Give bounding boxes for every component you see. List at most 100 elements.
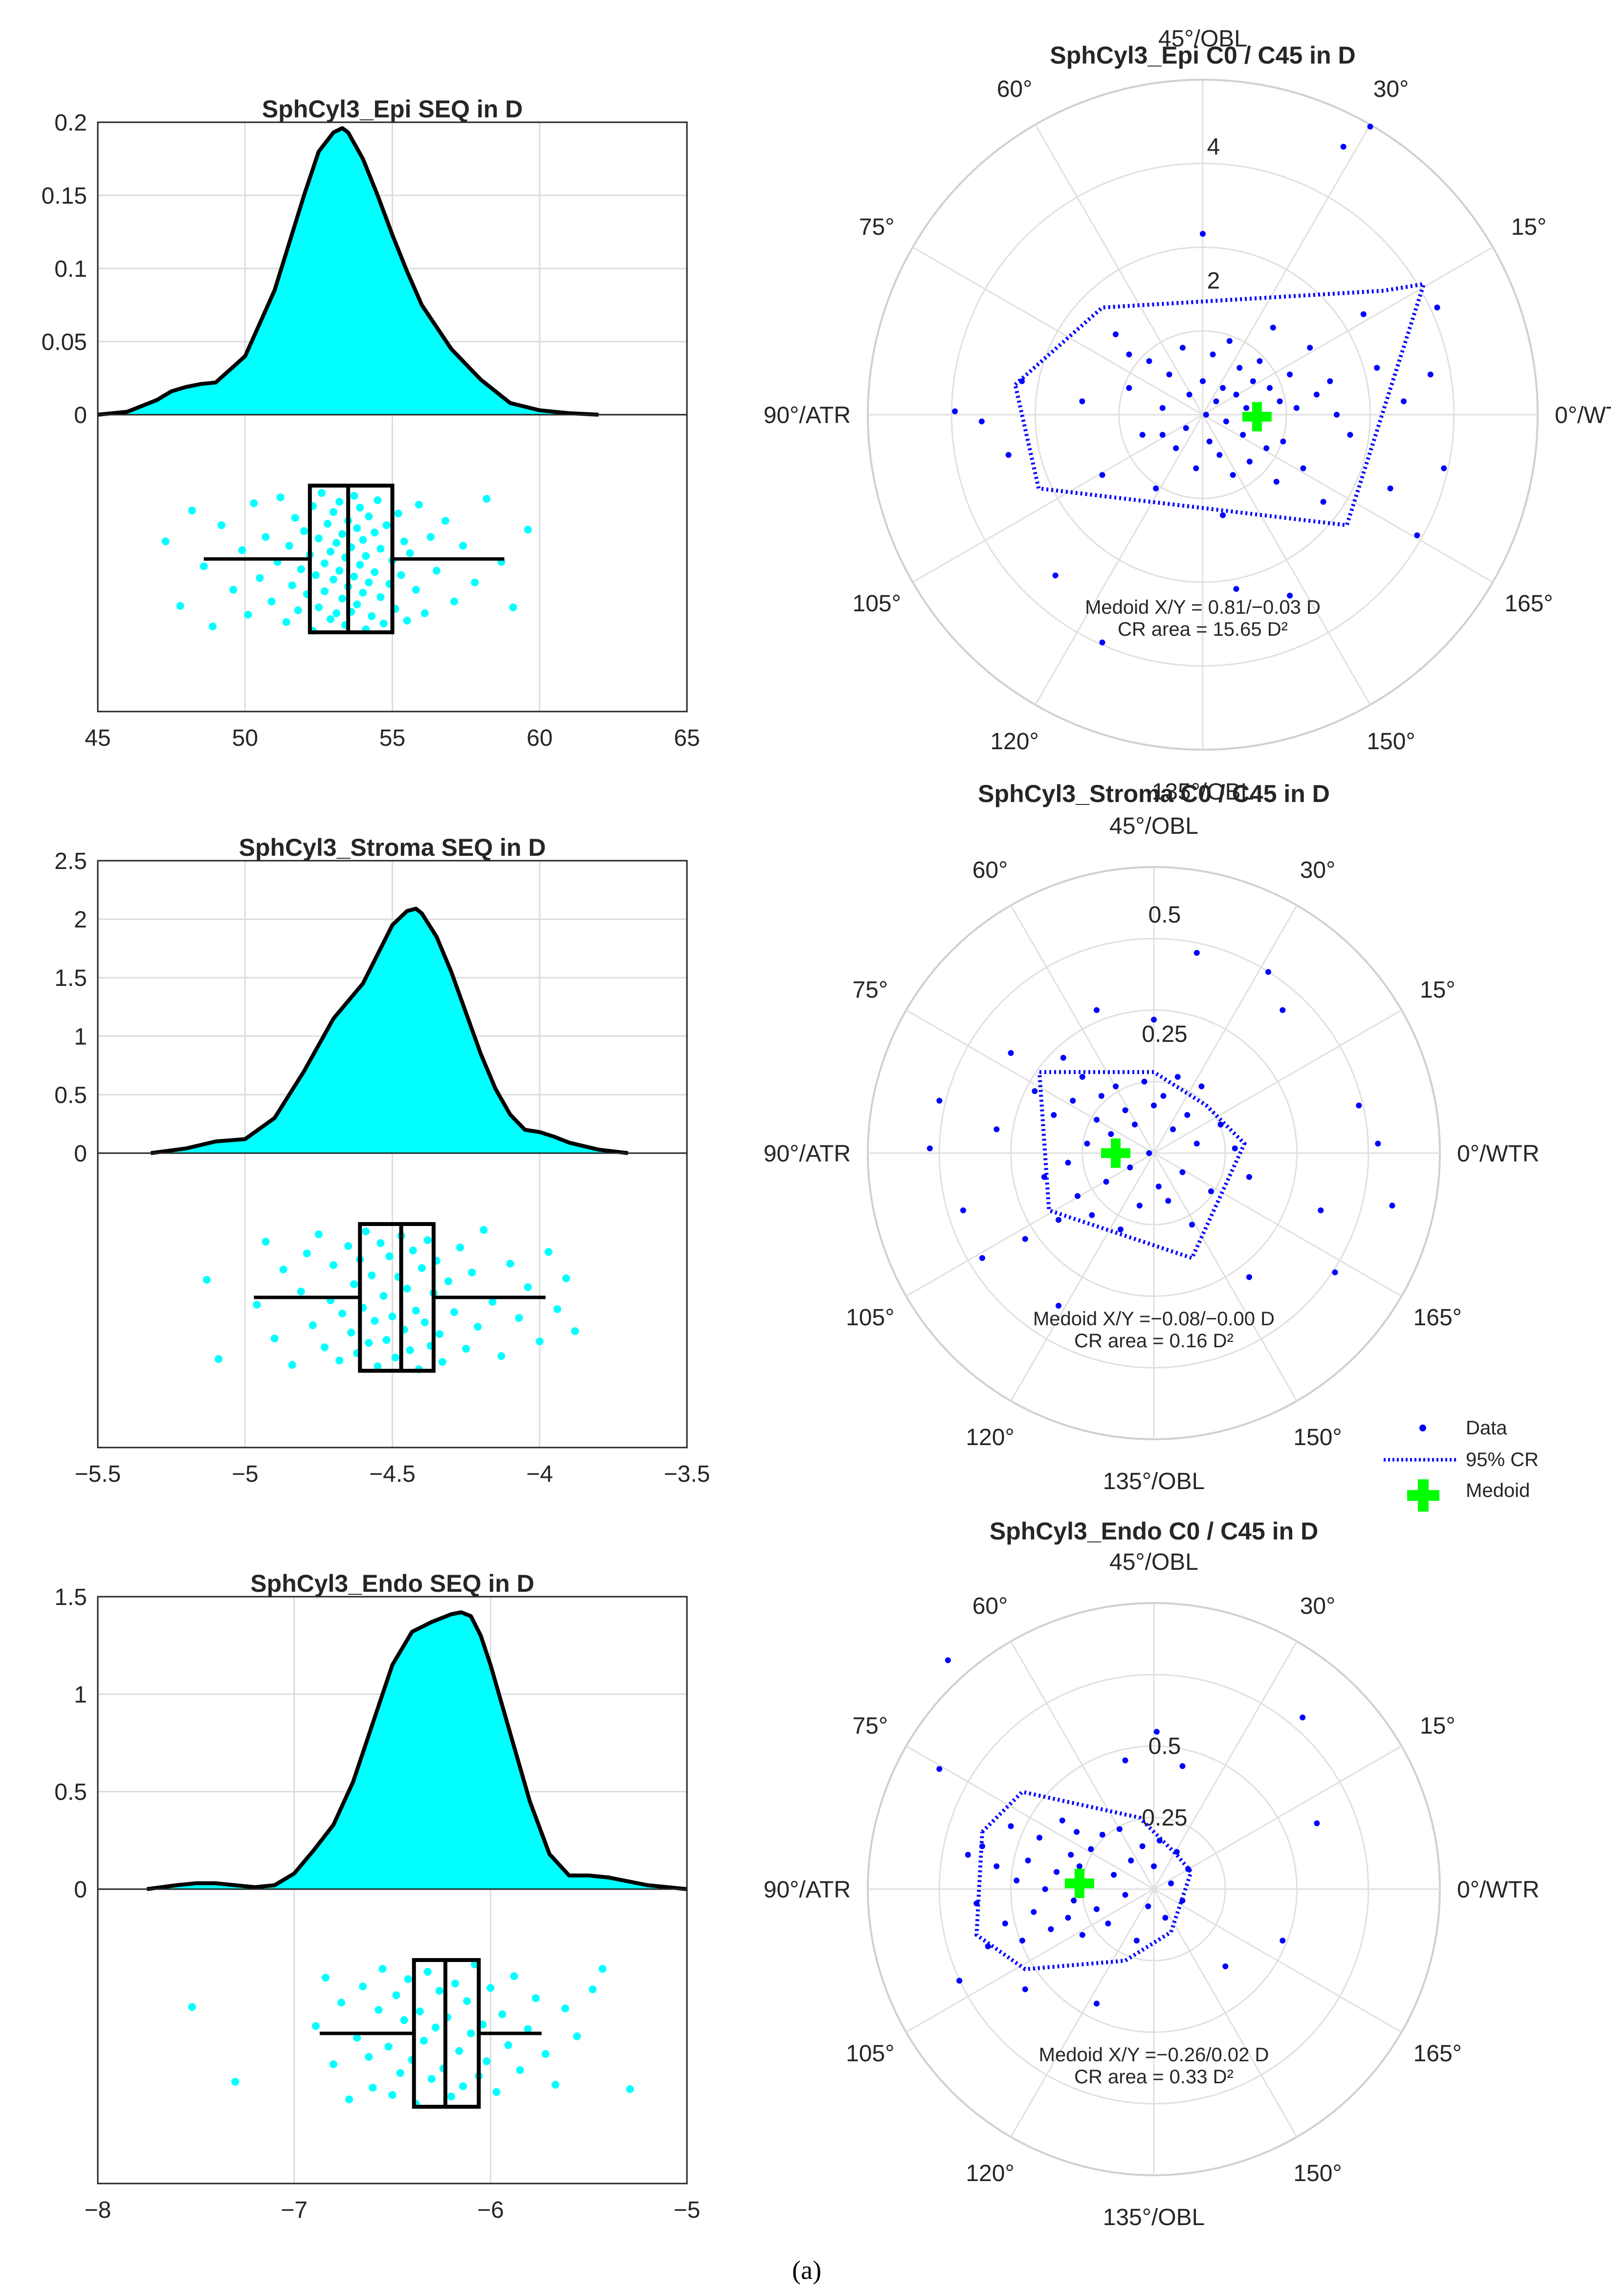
jitter-point [314, 535, 323, 542]
data-point [1165, 1198, 1171, 1204]
data-point [1183, 425, 1189, 431]
data-point [1186, 391, 1192, 398]
jitter-point [338, 595, 347, 602]
data-point [1170, 1126, 1176, 1133]
data-point [1159, 405, 1166, 411]
jitter-point [353, 2034, 361, 2042]
data-point [1065, 1159, 1071, 1166]
data-point [1265, 969, 1271, 975]
jitter-point [350, 1280, 358, 1288]
jitter-point [474, 1323, 482, 1331]
jitter-point [459, 542, 467, 550]
data-point [1179, 345, 1186, 351]
jitter-point [504, 2041, 512, 2049]
data-point [1347, 432, 1353, 438]
jitter-point [444, 1277, 452, 1285]
jitter-point [229, 586, 238, 594]
polar-spoke [1202, 124, 1371, 415]
polar-spoke [1153, 1888, 1402, 2033]
data-point [1005, 452, 1012, 458]
jitter-point [376, 545, 385, 553]
data-point [1076, 1863, 1082, 1870]
jitter-point [369, 2084, 377, 2092]
jitter-point [394, 510, 402, 517]
jitter-point [365, 2053, 373, 2061]
legend-medoid-marker [1407, 1479, 1439, 1512]
jitter-point [365, 513, 373, 520]
data-point [979, 1843, 985, 1850]
x-tick-label: −4.5 [369, 1461, 416, 1487]
data-point [936, 1097, 943, 1104]
jitter-point [400, 2016, 408, 2024]
data-point [1146, 358, 1152, 364]
legend-data-marker [1419, 1425, 1426, 1431]
jitter-point [379, 1292, 388, 1300]
data-point [1103, 1179, 1109, 1185]
x-tick-label: 45 [85, 725, 110, 751]
data-point [965, 1851, 971, 1858]
jitter-point [553, 1305, 561, 1313]
legend-medoid-label: Medoid [1466, 1480, 1530, 1501]
data-point [1056, 1217, 1061, 1223]
data-point [1065, 1915, 1071, 1921]
jitter-point [435, 1330, 443, 1338]
data-point [1414, 532, 1420, 538]
chart-title: SphCyl3_Epi C0 / C45 in D [1050, 42, 1355, 69]
data-point [1293, 405, 1300, 411]
polar-spoke [912, 246, 1203, 416]
chart-1: 0°/WTR 15° 30° 45°/OBL 60° 75° 90°/ATR 105° 120°… [764, 26, 1611, 805]
data-point [1179, 1169, 1186, 1175]
density-area [147, 1612, 687, 1889]
angle-label: 165° [1413, 2041, 1462, 2067]
data-point [1008, 1823, 1014, 1829]
x-tick-label: 55 [379, 725, 405, 751]
jitter-point [412, 586, 420, 594]
jitter-point [374, 1362, 382, 1370]
data-point [1200, 231, 1206, 237]
angle-label: 150° [1293, 1425, 1342, 1450]
chart-title: SphCyl3_Epi SEQ in D [262, 95, 523, 123]
data-point [1246, 1274, 1252, 1280]
jitter-point [320, 587, 329, 595]
data-point [1236, 365, 1243, 371]
jitter-point [379, 620, 388, 627]
jitter-point [492, 2088, 501, 2096]
data-point [1041, 1174, 1047, 1180]
jitter-point [218, 521, 226, 529]
data-point [1179, 1897, 1186, 1904]
legend-cr-label: 95% CR [1466, 1449, 1539, 1471]
data-point [1059, 1817, 1065, 1824]
jitter-point [371, 1317, 379, 1325]
density-line [150, 907, 628, 1155]
chart-0: 45 50 55 60 65 0 0.05 0.1 0.15 0.2 SphCyl3_Epi SEQ… [42, 95, 700, 751]
data-point [1313, 391, 1320, 398]
jitter-point [561, 2005, 569, 2012]
jitter-point [483, 2057, 491, 2065]
jitter-point [551, 2081, 559, 2089]
data-point [1113, 1083, 1119, 1090]
jitter-point [297, 1288, 305, 1295]
jitter-point [571, 1327, 579, 1335]
data-point [1230, 472, 1236, 478]
jitter-point [288, 1361, 296, 1369]
jitter-point [420, 1318, 429, 1326]
jitter-point [303, 1249, 311, 1257]
jitter-point [282, 618, 290, 626]
jitter-point [479, 2021, 487, 2029]
data-point [1220, 512, 1226, 518]
jitter-point [426, 533, 435, 541]
axes-frame [97, 860, 688, 1449]
polar-spoke [905, 1152, 1154, 1297]
jitter-point [199, 562, 208, 570]
data-point [1189, 1222, 1195, 1228]
x-tick-label: 50 [232, 725, 258, 751]
x-tick-label: −6 [477, 2197, 504, 2223]
axes-frame [97, 121, 688, 713]
jitter-point [356, 561, 364, 569]
polar-spoke [905, 1745, 1154, 1890]
data-point [1374, 365, 1380, 371]
data-point [1220, 385, 1226, 391]
y-tick-label: 0 [74, 402, 87, 428]
jitter-point [238, 546, 246, 554]
radial-tick-label: 0.25 [1142, 1021, 1187, 1047]
